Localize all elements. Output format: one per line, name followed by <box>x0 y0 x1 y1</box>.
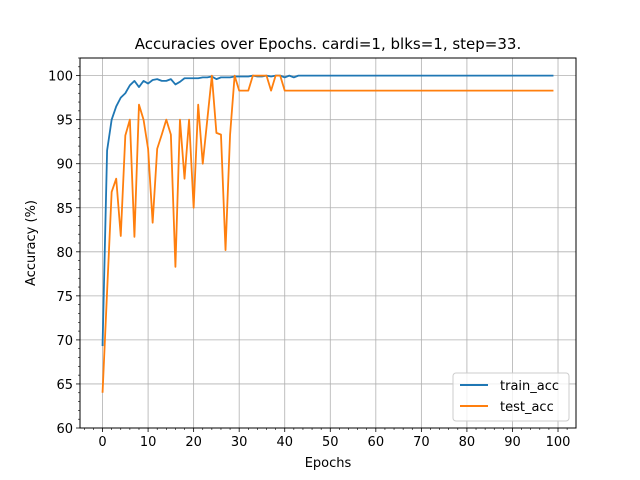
series-line-train-acc <box>101 74 554 347</box>
x-tick-label: 50 <box>322 435 339 450</box>
y-tick-label: 75 <box>56 290 73 305</box>
x-axis-label: Epochs <box>305 456 352 471</box>
y-tick-label: 95 <box>56 114 73 129</box>
x-tick-label: 20 <box>185 435 202 450</box>
series-layer <box>101 74 554 393</box>
x-tick-label: 90 <box>504 435 521 450</box>
y-tick-label: 80 <box>56 246 73 261</box>
axis-ticks: 0 10 20 30 40 50 60 70 80 90 100 60 65 70 75 80 85 90 95 10… <box>48 57 571 450</box>
series-line-test-acc <box>101 74 554 393</box>
chart-title: Accuracies over Epochs. cardi=1, blks=1,… <box>135 35 521 53</box>
x-tick-label: 30 <box>231 435 248 450</box>
legend-label-train-acc: train_acc <box>500 379 559 394</box>
x-tick-label: 70 <box>413 435 430 450</box>
y-tick-label: 60 <box>56 422 73 437</box>
y-tick-label: 85 <box>56 202 73 217</box>
x-tick-label: 40 <box>276 435 293 450</box>
x-tick-label: 100 <box>546 435 571 450</box>
x-tick-label: 10 <box>140 435 157 450</box>
x-tick-label: 60 <box>368 435 385 450</box>
x-tick-label: 80 <box>459 435 476 450</box>
legend-label-test-acc: test_acc <box>500 400 554 415</box>
y-tick-label: 90 <box>56 158 73 173</box>
y-axis-label: Accuracy (%) <box>24 200 39 286</box>
y-tick-label: 100 <box>48 70 73 85</box>
legend: train_acc test_acc <box>452 372 570 422</box>
y-tick-label: 65 <box>56 378 73 393</box>
y-tick-label: 70 <box>56 334 73 349</box>
x-tick-label: 0 <box>98 435 106 450</box>
